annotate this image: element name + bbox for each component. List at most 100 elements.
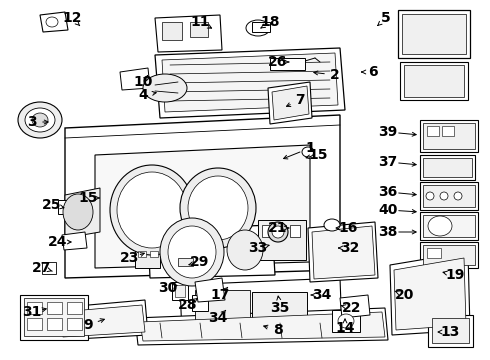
Bar: [42, 262, 56, 274]
Bar: [404, 65, 464, 97]
Text: 20: 20: [395, 288, 415, 302]
Bar: [332, 310, 360, 332]
Text: 17: 17: [210, 288, 230, 302]
Text: 8: 8: [273, 323, 283, 337]
Bar: [423, 215, 475, 237]
Bar: [400, 62, 468, 100]
Text: 28: 28: [178, 298, 198, 312]
Text: 5: 5: [381, 11, 391, 25]
Polygon shape: [195, 278, 225, 302]
Bar: [290, 225, 300, 237]
Bar: [162, 22, 182, 40]
Bar: [67, 318, 82, 330]
Ellipse shape: [246, 20, 270, 36]
Text: 21: 21: [268, 221, 288, 235]
Text: 36: 36: [378, 185, 397, 199]
Bar: [252, 22, 270, 32]
Bar: [276, 225, 286, 237]
Text: 32: 32: [341, 241, 360, 255]
Text: 29: 29: [190, 255, 210, 269]
Ellipse shape: [25, 108, 55, 132]
Bar: [138, 251, 146, 257]
Bar: [175, 285, 185, 297]
Polygon shape: [65, 188, 100, 238]
Bar: [20, 295, 88, 340]
Polygon shape: [62, 232, 87, 250]
Bar: [420, 182, 478, 210]
Ellipse shape: [227, 230, 263, 270]
Polygon shape: [340, 295, 370, 318]
Bar: [423, 123, 475, 149]
Bar: [420, 212, 478, 240]
Polygon shape: [308, 222, 378, 282]
Text: 11: 11: [190, 15, 210, 29]
Bar: [190, 22, 208, 37]
Bar: [195, 290, 250, 325]
Bar: [423, 245, 475, 265]
Bar: [252, 292, 307, 320]
Ellipse shape: [302, 147, 314, 157]
Text: 16: 16: [338, 221, 358, 235]
Text: 4: 4: [138, 88, 148, 102]
Ellipse shape: [188, 176, 248, 240]
Text: 40: 40: [378, 203, 398, 217]
Text: 13: 13: [441, 325, 460, 339]
Bar: [428, 315, 473, 347]
Ellipse shape: [46, 17, 58, 27]
Text: 31: 31: [23, 305, 42, 319]
Ellipse shape: [143, 74, 187, 102]
Bar: [150, 251, 158, 257]
Polygon shape: [55, 300, 148, 340]
Polygon shape: [180, 278, 342, 335]
Text: 39: 39: [378, 125, 397, 139]
Bar: [47, 318, 62, 330]
Polygon shape: [155, 15, 222, 52]
Polygon shape: [60, 305, 145, 337]
Bar: [24, 298, 84, 336]
Text: 15: 15: [78, 191, 98, 205]
Ellipse shape: [18, 102, 62, 138]
Ellipse shape: [268, 222, 288, 242]
Text: 15: 15: [308, 148, 328, 162]
Bar: [27, 302, 42, 314]
Polygon shape: [312, 226, 375, 279]
Text: 23: 23: [121, 251, 140, 265]
Polygon shape: [120, 68, 150, 90]
Ellipse shape: [117, 172, 187, 248]
Bar: [423, 158, 472, 177]
Ellipse shape: [32, 113, 48, 127]
Ellipse shape: [110, 165, 194, 255]
Polygon shape: [40, 12, 68, 32]
Ellipse shape: [272, 226, 284, 238]
Polygon shape: [148, 225, 275, 278]
Bar: [427, 248, 441, 258]
Polygon shape: [155, 48, 345, 118]
Text: 38: 38: [378, 225, 398, 239]
Polygon shape: [95, 145, 310, 268]
Ellipse shape: [440, 192, 448, 200]
Text: 30: 30: [158, 281, 178, 295]
Text: 37: 37: [378, 155, 397, 169]
Text: 3: 3: [27, 115, 37, 129]
Bar: [420, 155, 475, 180]
Bar: [67, 302, 82, 314]
Bar: [258, 220, 306, 260]
Bar: [427, 126, 439, 136]
Ellipse shape: [324, 219, 340, 231]
Text: 7: 7: [295, 93, 305, 107]
Text: 33: 33: [248, 241, 268, 255]
Polygon shape: [390, 252, 470, 335]
Ellipse shape: [63, 194, 93, 230]
Polygon shape: [65, 115, 340, 278]
Bar: [402, 14, 466, 54]
Ellipse shape: [338, 314, 354, 328]
Bar: [432, 318, 469, 343]
Bar: [420, 120, 478, 152]
Text: 24: 24: [48, 235, 68, 249]
Bar: [58, 200, 76, 214]
Bar: [192, 295, 208, 311]
Text: 1: 1: [305, 141, 315, 155]
Text: 35: 35: [270, 301, 290, 315]
Polygon shape: [162, 53, 338, 112]
Text: 34: 34: [312, 288, 332, 302]
